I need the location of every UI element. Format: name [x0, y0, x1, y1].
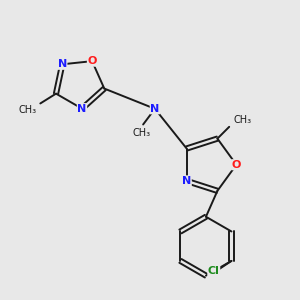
- Text: CH₃: CH₃: [132, 128, 150, 138]
- Text: CH₃: CH₃: [233, 115, 251, 125]
- Text: Cl: Cl: [208, 266, 220, 276]
- Text: N: N: [77, 103, 87, 114]
- Text: N: N: [150, 104, 160, 114]
- Text: O: O: [232, 160, 241, 170]
- Text: O: O: [87, 56, 97, 66]
- Text: N: N: [182, 176, 191, 186]
- Text: N: N: [58, 59, 67, 69]
- Text: CH₃: CH₃: [18, 105, 36, 116]
